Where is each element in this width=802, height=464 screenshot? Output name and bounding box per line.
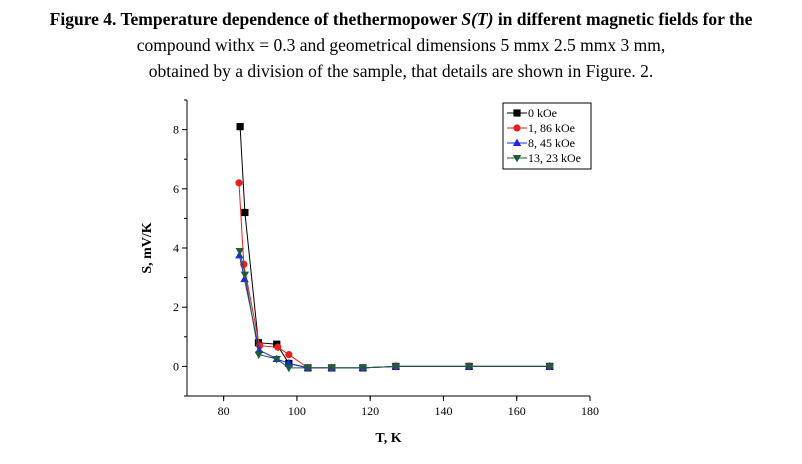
- data-point-s0-1: [241, 208, 249, 217]
- caption-line-3: obtained by a division of the sample, th…: [148, 61, 654, 81]
- legend-label-2: 8, 45 kOe: [528, 136, 575, 150]
- series-2: [235, 251, 554, 371]
- y-tick-label-4: 4: [173, 241, 179, 255]
- data-point-s0-0: [236, 123, 244, 131]
- x-tick-label-140: 140: [434, 404, 452, 418]
- caption-heading-part-3: in different magnetic fields for the: [493, 9, 753, 29]
- data-point-s3-10: [545, 363, 554, 371]
- x-tick-label-120: 120: [361, 404, 379, 418]
- data-point-s1-4: [285, 350, 293, 359]
- figure-caption: Figure 4. Temperature dependence of thet…: [0, 6, 802, 84]
- legend-label-0: 0 kOe: [528, 106, 557, 120]
- data-point-s3-9: [464, 363, 474, 371]
- caption-line-1: Figure 4. Temperature dependence of thet…: [0, 6, 802, 32]
- legend-marker-2: [512, 138, 522, 146]
- data-point-s1-0: [235, 179, 243, 187]
- series-3: [235, 247, 554, 373]
- series-layer: [235, 123, 554, 373]
- caption-symbol: S(T): [461, 9, 494, 29]
- legend-marker-3: [512, 155, 522, 163]
- y-tick-label-2: 2: [173, 300, 179, 314]
- data-point-s3-0: [235, 247, 244, 256]
- y-axis-label: S, mV/K: [140, 222, 155, 273]
- data-point-s2-2: [254, 345, 264, 354]
- data-point-s3-3: [272, 356, 281, 364]
- series-line-2: [238, 255, 550, 369]
- y-tick-label-8: 8: [173, 123, 179, 137]
- series-1: [235, 179, 554, 372]
- legend-marker-0: [513, 109, 521, 117]
- data-point-s1-3: [274, 343, 282, 351]
- series-line-3: [239, 250, 550, 369]
- caption-heading-part-2: thermopower: [356, 9, 462, 29]
- plot-axes: 80 100 120 140 160 180 0 2 4 6 8: [173, 99, 599, 418]
- caption-heading-part: Temperature dependence of the: [120, 9, 357, 29]
- x-tick-label-80: 80: [218, 404, 230, 418]
- legend-marker-1: [513, 124, 521, 132]
- data-point-s3-7: [358, 364, 368, 373]
- data-point-s3-2: [254, 351, 264, 359]
- x-axis-label: T, K: [375, 431, 401, 446]
- y-tick-label-0: 0: [173, 359, 179, 373]
- data-point-s3-8: [391, 363, 401, 371]
- x-tick-label-160: 160: [508, 404, 526, 418]
- data-point-s3-5: [303, 364, 313, 373]
- data-point-s3-1: [240, 271, 250, 280]
- caption-line-2: compound withx = 0.3 and geometrical dim…: [136, 35, 666, 55]
- x-tick-label-100: 100: [288, 404, 306, 418]
- legend-label-1: 1, 86 kOe: [528, 121, 575, 135]
- data-point-s3-6: [327, 364, 336, 373]
- caption-figure-number: Figure 4.: [49, 9, 121, 29]
- series-line-1: [238, 182, 550, 369]
- x-tick-label-180: 180: [581, 404, 599, 418]
- data-point-s2-4: [284, 359, 294, 367]
- legend-label-3: 13, 23 kOe: [528, 151, 581, 165]
- y-tick-label-6: 6: [173, 182, 179, 196]
- data-point-s3-4: [284, 364, 294, 373]
